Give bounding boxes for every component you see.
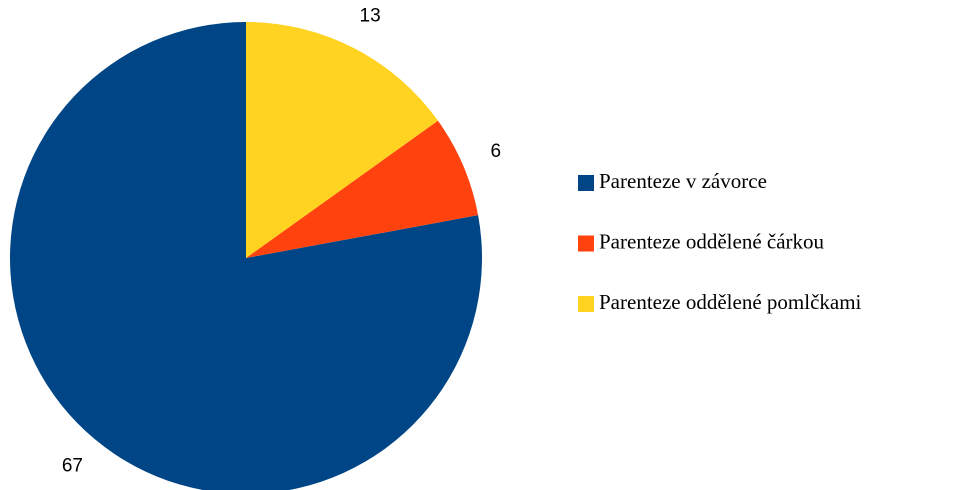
legend-swatch [578, 175, 594, 191]
pie-slice [10, 22, 482, 490]
legend-label: Parenteze oddělené pomlčkami [599, 290, 862, 314]
pie-slice [246, 22, 438, 258]
value-label: 6 [490, 141, 501, 162]
legend-swatch [578, 296, 594, 312]
legend-swatch [578, 235, 594, 252]
pie-slice [246, 120, 479, 258]
value-label: 13 [360, 6, 381, 27]
legend-label: Parenteze v závorce [599, 169, 767, 193]
value-label: 67 [62, 456, 83, 477]
legend-label: Parenteze oddělené čárkou [599, 229, 825, 253]
